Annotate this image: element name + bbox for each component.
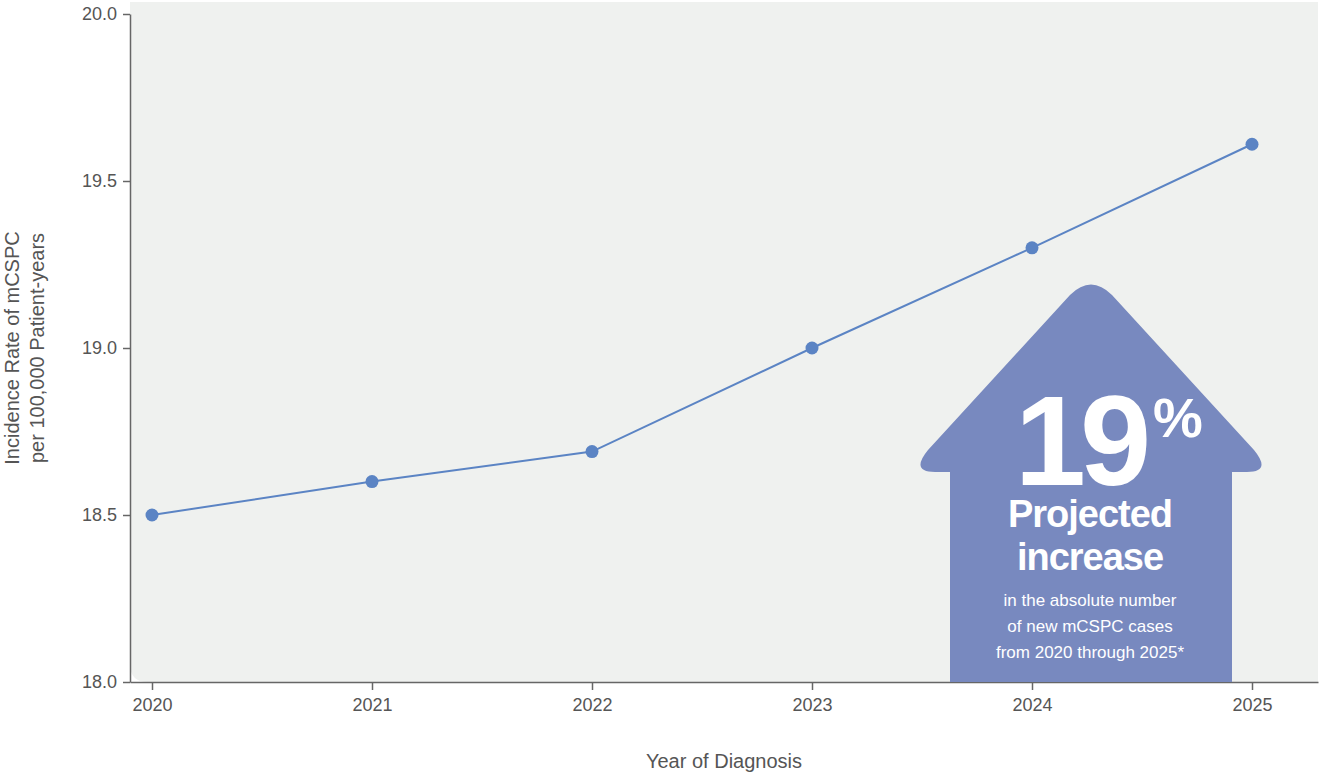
y-tick-mark <box>123 14 130 16</box>
x-tick: 2022 <box>572 682 612 715</box>
x-tick-mark <box>592 682 594 690</box>
annotation-arrow <box>920 285 1261 683</box>
y-axis-title: Incidence Rate of mCSPC <box>1 231 23 464</box>
y-tick-label: 18.0 <box>82 672 117 692</box>
y-axis: 18.0 18.5 19.0 19.5 20.0 <box>82 4 131 692</box>
x-axis: 2020 2021 2022 2023 2024 2025 <box>131 682 1319 715</box>
x-tick-label: 2022 <box>572 695 612 715</box>
x-tick-mark <box>812 682 814 690</box>
y-tick: 18.0 <box>82 672 130 692</box>
y-tick-label: 19.0 <box>82 338 117 358</box>
point <box>806 342 819 355</box>
x-tick-label: 2021 <box>352 695 392 715</box>
x-tick: 2021 <box>352 682 392 715</box>
point <box>366 475 379 488</box>
y-tick-mark <box>123 515 130 517</box>
y-axis-title: per 100,000 Patient-years <box>26 233 48 463</box>
x-tick-mark <box>372 682 374 690</box>
point <box>586 445 599 458</box>
x-tick-label: 2024 <box>1012 695 1052 715</box>
y-tick: 19.0 <box>82 338 130 358</box>
annotation-note: in the absolute number <box>1004 591 1177 610</box>
x-tick: 2020 <box>132 682 172 715</box>
y-tick-label: 20.0 <box>82 4 117 24</box>
y-tick-label: 18.5 <box>82 505 117 525</box>
annotation-percent: % <box>1153 386 1203 449</box>
point <box>1246 138 1259 151</box>
x-tick-label: 2025 <box>1232 695 1272 715</box>
x-tick: 2025 <box>1232 682 1272 715</box>
annotation-note: of new mCSPC cases <box>1007 617 1172 636</box>
x-tick: 2024 <box>1012 682 1052 715</box>
x-tick-label: 2023 <box>792 695 832 715</box>
plot-background <box>130 2 1318 682</box>
x-tick: 2023 <box>792 682 832 715</box>
y-tick: 18.5 <box>82 505 130 525</box>
x-tick-label: 2020 <box>132 695 172 715</box>
y-tick-mark <box>123 181 130 183</box>
annotation-heading: Projected <box>1008 493 1172 535</box>
x-axis-title: Year of Diagnosis <box>646 750 802 772</box>
y-tick-label: 19.5 <box>82 171 117 191</box>
chart: 18.0 18.5 19.0 19.5 20.0 2020 2021 2022 2023 2024… <box>0 0 1321 775</box>
y-tick-mark <box>123 682 130 684</box>
point <box>146 509 159 522</box>
annotation-heading: increase <box>1017 536 1163 578</box>
x-tick-mark <box>1252 682 1254 690</box>
annotation: 19% Projectedincrease in the absolute numb… <box>920 285 1261 683</box>
y-tick-mark <box>123 348 130 350</box>
annotation-note: from 2020 through 2025* <box>996 643 1184 662</box>
y-tick: 20.0 <box>82 4 130 24</box>
x-tick-mark <box>1032 682 1034 690</box>
point <box>1026 241 1039 254</box>
annotation-big-number: 19 <box>1015 369 1147 512</box>
x-tick-mark <box>152 682 154 690</box>
y-tick: 19.5 <box>82 171 130 191</box>
